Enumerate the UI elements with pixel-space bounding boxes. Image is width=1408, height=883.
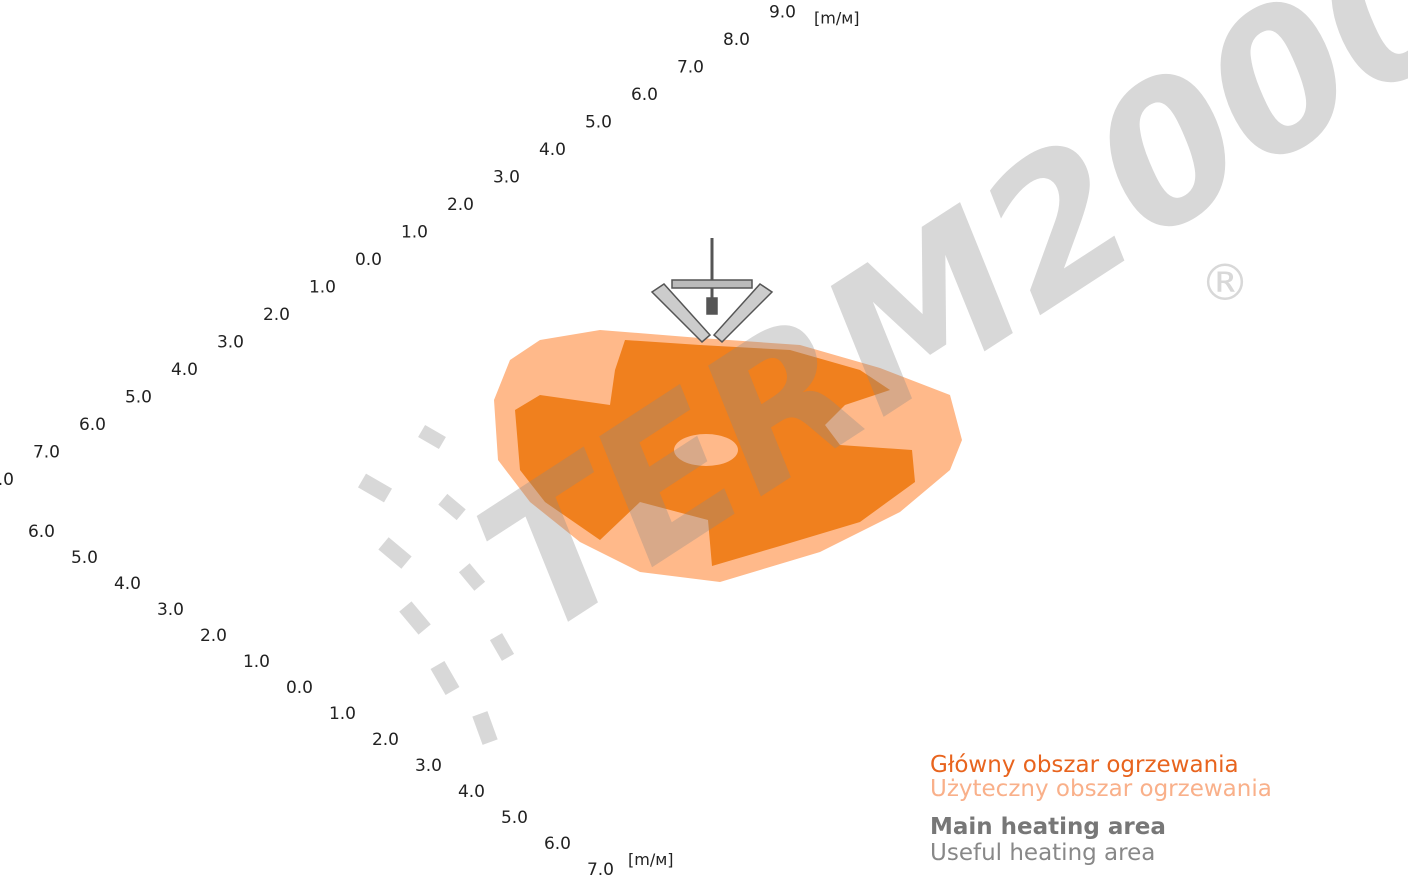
center-area xyxy=(674,434,738,466)
lower-axis-label: 4.0 xyxy=(458,782,485,802)
upper-axis-label: 3.0 xyxy=(493,168,520,188)
lower-axis-label: 1.0 xyxy=(243,652,270,672)
lower-axis-label: 6.0 xyxy=(544,834,571,854)
lower-axis-label: 5.0 xyxy=(501,808,528,828)
upper-axis-label: 4.0 xyxy=(539,140,566,160)
watermark-mark: ® xyxy=(1200,254,1250,312)
upper-axis-label: 9.0 xyxy=(769,3,796,23)
lower-axis-label: 1.0 xyxy=(329,704,356,724)
lower-axis-label: 0.0 xyxy=(286,678,313,698)
upper-axis-label: 4.0 xyxy=(171,360,198,380)
legend-main-en: Main heating area xyxy=(930,814,1166,840)
upper-axis-label: 7.0 xyxy=(677,58,704,78)
lower-axis-label: 2.0 xyxy=(200,626,227,646)
upper-axis-label: 6.0 xyxy=(631,85,658,105)
axis-labels: 8.0 7.0 6.0 5.0 4.0 3.0 2.0 1.0 0.0 1.0 2.0 3.0 4.0 5… xyxy=(0,3,860,881)
upper-axis-label: 1.0 xyxy=(309,278,336,298)
upper-unit: [m/м] xyxy=(814,9,860,28)
lower-axis-label: 4.0 xyxy=(114,574,141,594)
upper-axis-label: 6.0 xyxy=(79,415,106,435)
upper-axis-label: 5.0 xyxy=(585,113,612,133)
lower-axis-label: 7.0 xyxy=(587,860,614,880)
legend-useful-pl: Użyteczny obszar ogrzewania xyxy=(930,776,1272,802)
upper-axis-label: 2.0 xyxy=(263,305,290,325)
watermark-dots xyxy=(358,424,515,745)
upper-axis-label: 5.0 xyxy=(125,388,152,408)
lower-axis-label: 5.0 xyxy=(71,548,98,568)
legend-main-pl: Główny obszar ogrzewania xyxy=(930,752,1239,778)
legend-useful-en: Useful heating area xyxy=(930,840,1155,866)
lower-axis-label: 2.0 xyxy=(372,730,399,750)
upper-axis-label: 1.0 xyxy=(401,223,428,243)
lower-axis-label: 3.0 xyxy=(415,756,442,776)
lower-unit: [m/м] xyxy=(628,850,674,869)
lower-axis-label: 3.0 xyxy=(157,600,184,620)
upper-axis-label: 2.0 xyxy=(447,195,474,215)
upper-axis-label: 0.0 xyxy=(355,250,382,270)
upper-axis-label: 7.0 xyxy=(33,443,60,463)
heater xyxy=(650,238,774,344)
upper-axis-label: 8.0 xyxy=(0,470,14,490)
upper-axis-label: 8.0 xyxy=(723,30,750,50)
lower-axis-label: 6.0 xyxy=(28,522,55,542)
upper-axis-label: 3.0 xyxy=(217,333,244,353)
